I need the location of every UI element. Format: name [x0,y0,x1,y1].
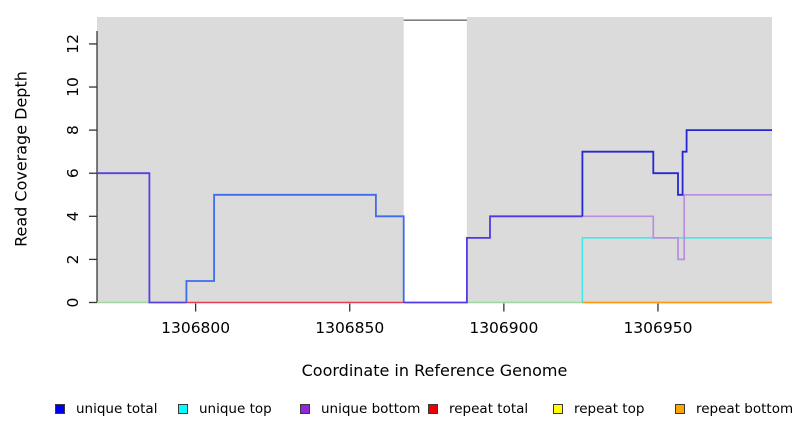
coverage-line-bright-blue-mid [185,193,405,303]
legend-swatch-unique-bottom [300,404,310,414]
legend-swatch-repeat-bottom [675,404,685,414]
masked-region [403,17,467,303]
y-tick-label: 6 [64,168,82,178]
x-tick-label: 1306850 [315,319,384,337]
y-tick-label: 0 [64,298,82,308]
y-tick-label: 4 [64,211,82,221]
legend-label: repeat bottom [696,401,792,417]
legend-item-unique-bottom: unique bottom [300,400,420,418]
legend-item-repeat-top: repeat top [553,400,644,418]
legend-label: repeat top [574,401,645,417]
y-tick-label: 8 [64,125,82,135]
x-tick-label: 1306800 [161,319,230,337]
legend-swatch-unique-total [55,404,65,414]
legend-label: unique bottom [321,401,421,417]
x-tick-label: 1306950 [623,319,692,337]
legend-label: unique total [76,401,158,417]
coverage-line-purple-unique-bottom [490,193,772,261]
legend-label: repeat total [449,401,529,417]
legend-label: unique top [199,401,272,417]
legend-item-unique-top: unique top [178,400,272,418]
legend-item-repeat-total: repeat total [428,400,528,418]
legend-swatch-repeat-top [553,404,563,414]
coverage-line-strong-blue-right [581,129,772,217]
y-tick-label: 2 [64,254,82,264]
y-axis-title: Read Coverage Depth [11,71,31,247]
legend-swatch-repeat-total [428,404,438,414]
y-tick-label: 10 [64,77,82,97]
legend-swatch-unique-top [178,404,188,414]
x-axis-title: Coordinate in Reference Genome [301,361,568,380]
y-tick-label: 12 [64,34,82,54]
legend-item-unique-total: unique total [55,400,157,418]
coverage-line-cyan-unique-top [581,237,772,303]
legend: unique total unique top unique bottom re… [0,400,792,420]
coverage-line-violet-blue-left [97,172,187,304]
x-tick-label: 1306900 [469,319,538,337]
legend-item-repeat-bottom: repeat bottom [675,400,792,418]
coverage-line-violet-blue-gap-and-post [403,215,583,304]
